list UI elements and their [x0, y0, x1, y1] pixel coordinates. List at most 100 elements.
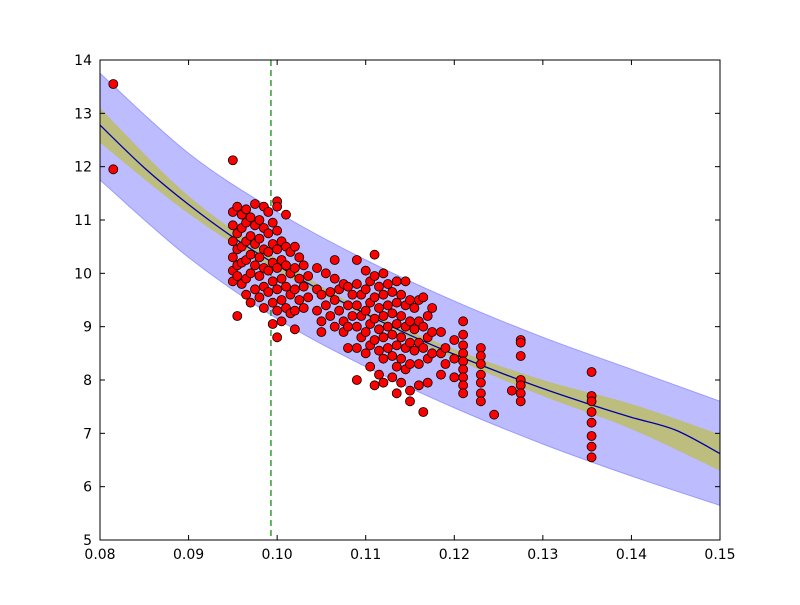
data-point	[272, 201, 283, 212]
data-point	[586, 396, 597, 407]
data-point	[369, 271, 380, 281]
data-point	[449, 335, 460, 345]
data-point	[294, 295, 305, 305]
data-point	[320, 268, 331, 279]
data-point	[515, 337, 526, 348]
data-point	[325, 287, 336, 297]
data-point	[254, 292, 265, 303]
y-tick-label: 7	[83, 426, 92, 442]
data-point	[276, 273, 287, 284]
data-point	[272, 332, 283, 343]
data-point	[351, 255, 362, 265]
data-point	[320, 300, 331, 311]
data-point	[436, 327, 446, 337]
data-point	[258, 303, 269, 313]
data-point	[303, 271, 314, 281]
data-point	[458, 388, 469, 399]
data-point	[449, 372, 460, 383]
data-point	[418, 292, 429, 303]
data-point	[413, 380, 424, 391]
data-point	[245, 249, 256, 260]
data-point	[360, 327, 371, 337]
data-point	[378, 332, 389, 343]
data-point	[281, 209, 291, 220]
data-point	[298, 281, 309, 292]
data-point	[289, 305, 300, 316]
y-tick-label: 9	[83, 320, 92, 336]
data-point	[343, 321, 353, 332]
data-point	[391, 340, 402, 351]
data-point	[378, 377, 389, 388]
data-point	[334, 305, 345, 316]
data-point	[272, 263, 283, 273]
data-point	[245, 268, 256, 279]
data-point	[343, 300, 353, 311]
data-point	[440, 359, 451, 369]
data-point	[267, 319, 278, 329]
data-point	[360, 348, 371, 359]
data-point	[427, 348, 438, 359]
data-point	[360, 265, 371, 276]
x-tick-label: 0.13	[527, 547, 558, 563]
data-point	[489, 409, 500, 420]
data-point	[396, 311, 407, 321]
data-point	[369, 313, 380, 324]
data-point	[405, 359, 415, 369]
data-point	[374, 369, 384, 380]
data-point	[245, 297, 256, 308]
data-point	[387, 308, 398, 319]
x-axis: 0.08 0.09 0.10 0.11 0.12 0.13 0.14 0.15	[84, 60, 736, 563]
data-point	[418, 343, 429, 353]
data-point	[267, 217, 278, 228]
data-point	[369, 335, 380, 345]
data-point	[241, 289, 252, 300]
data-point	[263, 287, 274, 297]
data-point	[387, 329, 398, 340]
data-point	[427, 303, 438, 313]
data-point	[586, 417, 597, 428]
data-point	[227, 220, 238, 231]
data-point	[515, 396, 526, 407]
data-point	[365, 361, 376, 372]
data-point	[378, 268, 389, 279]
data-point	[374, 303, 384, 313]
data-point	[281, 281, 291, 292]
data-point	[263, 207, 274, 217]
data-point	[289, 324, 300, 335]
data-point	[506, 385, 517, 396]
data-point	[382, 343, 393, 353]
y-tick-label: 8	[83, 373, 92, 389]
data-point	[586, 452, 597, 463]
data-point	[312, 305, 322, 316]
data-point	[254, 271, 265, 281]
data-point	[374, 281, 384, 292]
data-point	[391, 388, 402, 399]
data-point	[329, 295, 340, 305]
data-point	[351, 343, 362, 353]
data-point	[343, 343, 353, 353]
data-point	[586, 441, 597, 452]
data-point	[391, 319, 402, 329]
fit-curve	[100, 124, 720, 455]
data-point	[405, 295, 415, 305]
x-tick-label: 0.12	[439, 547, 470, 563]
data-point	[369, 380, 380, 391]
data-point	[276, 316, 287, 327]
data-point	[272, 284, 283, 295]
data-point	[391, 361, 402, 372]
data-point	[298, 303, 309, 313]
y-tick-label: 5	[83, 533, 92, 549]
y-tick-label: 13	[74, 106, 92, 122]
data-point	[396, 377, 407, 388]
data-point	[369, 249, 380, 260]
data-point	[250, 260, 260, 271]
data-point	[267, 297, 278, 308]
data-point	[586, 407, 597, 417]
data-point	[263, 247, 274, 257]
data-point	[289, 284, 300, 295]
data-point	[343, 281, 353, 292]
data-point	[289, 241, 300, 252]
data-point	[396, 289, 407, 300]
data-point	[387, 287, 398, 297]
